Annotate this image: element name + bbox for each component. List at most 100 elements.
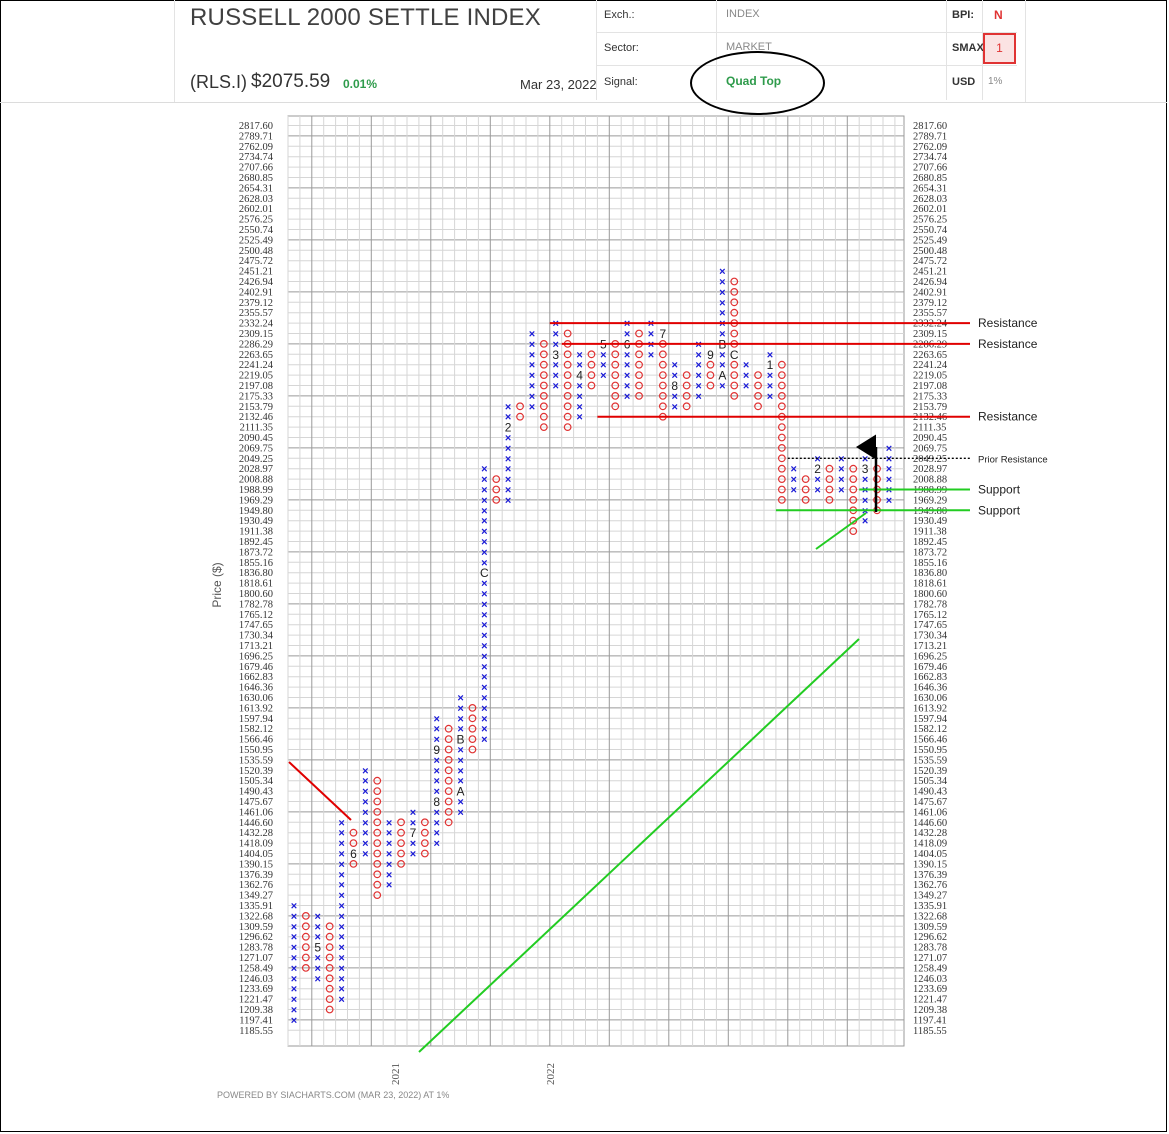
- y-tick-label-left: 1930.49: [239, 516, 273, 527]
- x-box: ×: [576, 412, 582, 424]
- o-box: [849, 496, 858, 504]
- month-marker: 3: [552, 348, 559, 362]
- o-box: [349, 860, 358, 868]
- y-tick-label-left: 1376.39: [239, 870, 273, 881]
- x-box: ×: [481, 599, 487, 611]
- bullish-support-line: [418, 638, 860, 1053]
- x-box: ×: [434, 765, 440, 777]
- x-box: ×: [576, 360, 582, 372]
- month-marker: 3: [862, 462, 869, 476]
- info-divider: [716, 0, 717, 100]
- o-box: [492, 475, 501, 484]
- x-box: ×: [814, 485, 820, 497]
- x-box: ×: [362, 807, 368, 819]
- o-box: [730, 360, 739, 369]
- x-box: ×: [719, 360, 725, 372]
- ticker-symbol: (RLS.I): [190, 72, 248, 92]
- o-box: [444, 787, 453, 795]
- y-tick-label-left: 2090.45: [239, 433, 273, 444]
- y-tick-label-right: 1782.78: [913, 599, 947, 610]
- y-tick-label-right: 1836.80: [913, 568, 947, 579]
- y-tick-label-left: 2153.79: [239, 402, 273, 413]
- y-tick-label-right: 1930.49: [913, 516, 947, 527]
- o-box: [373, 880, 382, 889]
- y-tick-label-right: 1730.34: [913, 631, 948, 642]
- trend-lines: Resistance Resistance Resistance Prior Resi…: [288, 316, 1048, 1053]
- y-tick-label-left: 1730.34: [239, 631, 274, 642]
- o-box: [754, 371, 762, 380]
- o-box: [730, 298, 739, 307]
- bpi-value: N: [994, 8, 1003, 22]
- x-box: ×: [481, 547, 487, 559]
- o-box: [516, 402, 524, 411]
- y-tick-label-left: 1988.99: [239, 485, 273, 496]
- o-box: [563, 423, 572, 432]
- x-box: ×: [600, 370, 606, 382]
- x-box: ×: [886, 474, 892, 486]
- o-box: [777, 475, 786, 484]
- month-marker: 2: [505, 421, 512, 435]
- y-tick-label-right: 2379.12: [913, 298, 947, 309]
- y-tick-label-right: 1283.78: [913, 943, 947, 954]
- last-price: $2075.59: [251, 71, 331, 92]
- y-tick-label-right: 1713.21: [913, 641, 947, 652]
- x-box: ×: [505, 412, 511, 424]
- y-tick-label-right: 2219.05: [913, 371, 947, 382]
- x-box: ×: [338, 901, 344, 913]
- y-tick-label-right: 2654.31: [913, 183, 947, 194]
- y-tick-label-left: 1855.16: [239, 558, 273, 569]
- o-box: [754, 402, 762, 411]
- y-tick-label-left: 1597.94: [239, 714, 274, 725]
- y-tick-label-left: 2069.75: [239, 443, 273, 454]
- o-box: [563, 360, 572, 369]
- y-tick-label-right: 2028.97: [913, 464, 947, 475]
- o-box: [444, 818, 453, 827]
- x-box: ×: [362, 838, 368, 850]
- y-tick-label-right: 1221.47: [913, 995, 947, 1006]
- y-tick-label-right: 1185.55: [913, 1026, 947, 1037]
- o-box: [539, 392, 548, 400]
- short-term-support-line: [815, 512, 867, 550]
- x-box: ×: [529, 391, 535, 403]
- o-box: [444, 745, 453, 754]
- o-box: [420, 818, 429, 827]
- y-tick-label-left: 2451.21: [239, 267, 273, 278]
- resistance-label: Resistance: [978, 316, 1038, 330]
- o-box: [706, 360, 715, 369]
- y-tick-label-right: 2680.85: [913, 173, 947, 184]
- month-marker: 6: [350, 847, 357, 861]
- y-tick-label-right: 2111.35: [913, 423, 946, 434]
- x-box: ×: [672, 370, 678, 382]
- y-tick-label-left: 2817.60: [239, 121, 273, 132]
- x-box: ×: [576, 401, 582, 413]
- x-box: ×: [505, 485, 511, 497]
- y-tick-label-right: 2309.15: [913, 329, 947, 340]
- o-box: [658, 402, 667, 411]
- o-box: [444, 776, 453, 785]
- x-box: ×: [410, 849, 416, 861]
- o-box: [658, 392, 667, 400]
- x-box: ×: [624, 329, 630, 341]
- y-tick-label-right: 2008.88: [913, 475, 947, 486]
- y-tick-label-right: 2789.71: [913, 131, 947, 142]
- y-tick-label-left: 1296.62: [239, 932, 273, 943]
- x-box: ×: [481, 651, 487, 663]
- x-box: ×: [838, 485, 844, 497]
- y-tick-label-left: 2197.08: [239, 381, 273, 392]
- x-box: ×: [386, 817, 392, 829]
- x-box: ×: [672, 401, 678, 413]
- x-box: ×: [291, 921, 297, 933]
- o-box: [730, 277, 739, 286]
- x-box: ×: [362, 786, 368, 798]
- x-box: ×: [767, 370, 773, 382]
- month-marker: 8: [671, 379, 678, 393]
- x-box: ×: [481, 505, 487, 517]
- x-box: ×: [719, 381, 725, 393]
- y-tick-label-right: 1765.12: [913, 610, 947, 621]
- x-box: ×: [386, 838, 392, 850]
- y-tick-label-right: 1390.15: [913, 859, 947, 870]
- x-box: ×: [481, 474, 487, 486]
- x-box: ×: [434, 713, 440, 725]
- x-box: ×: [814, 474, 820, 486]
- y-tick-label-left: 1765.12: [239, 610, 273, 621]
